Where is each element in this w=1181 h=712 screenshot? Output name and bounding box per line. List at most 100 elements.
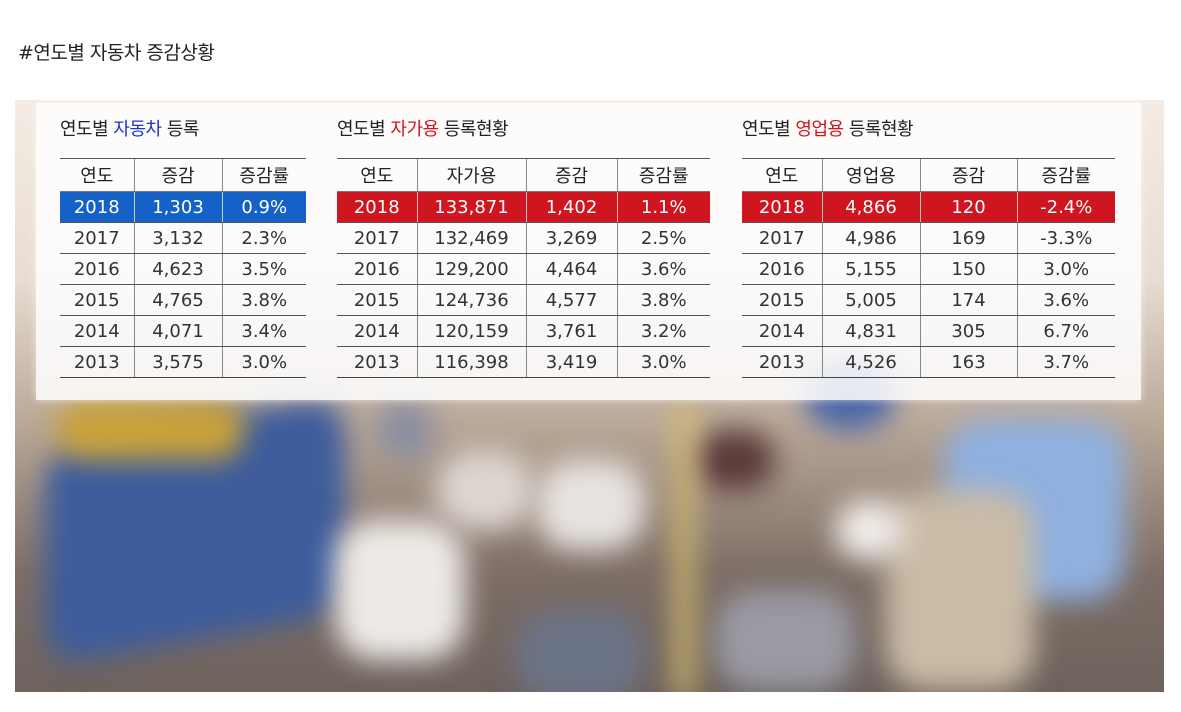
cell: 4,986	[821, 222, 920, 254]
cell: 132,469	[416, 222, 526, 254]
table-row-highlighted: 2018 133,871 1,402 1.1%	[337, 191, 710, 223]
cell: 2017	[742, 222, 822, 254]
col-header-commercial: 영업용	[821, 158, 920, 192]
cell: -3.3%	[1016, 222, 1115, 254]
table-title: 연도별 자동차 등록	[60, 115, 199, 141]
table-row: 2017 132,469 3,269 2.5%	[337, 222, 710, 254]
title-prefix: 연도별	[337, 119, 386, 140]
page-title: #연도별 자동차 증감상황	[18, 42, 215, 64]
col-header-year: 연도	[742, 158, 822, 192]
table-row: 2014 4,831 305 6.7%	[742, 315, 1115, 347]
cell: 2014	[742, 315, 822, 347]
cell: 3.8%	[616, 284, 710, 316]
col-header-private: 자가용	[416, 158, 526, 192]
cell: 2017	[60, 222, 134, 254]
table-row: 2013 116,398 3,419 3.0%	[337, 346, 710, 378]
col-header-year: 연도	[60, 158, 134, 192]
cell: -2.4%	[1016, 191, 1115, 223]
cell: 2014	[337, 315, 417, 347]
table-row: 2017 3,132 2.3%	[60, 222, 306, 254]
cell: 3.4%	[221, 315, 306, 347]
cell: 2018	[742, 191, 822, 223]
cell: 4,577	[525, 284, 617, 316]
table-row-highlighted: 2018 4,866 120 -2.4%	[742, 191, 1115, 223]
col-header-change: 증감	[133, 158, 222, 192]
cell: 3.0%	[616, 346, 710, 378]
table-header-row: 연도 증감 증감률	[60, 158, 306, 192]
cell: 1,402	[525, 191, 617, 223]
table-header-row: 연도 자가용 증감 증감률	[337, 158, 710, 192]
col-header-rate: 증감률	[221, 158, 306, 192]
cell: 305	[919, 315, 1017, 347]
cell: 3,419	[525, 346, 617, 378]
cell: 2013	[742, 346, 822, 378]
table-row: 2014 4,071 3.4%	[60, 315, 306, 347]
col-header-rate: 증감률	[1016, 158, 1115, 192]
cell: 2014	[60, 315, 134, 347]
title-suffix: 등록현황	[443, 119, 509, 140]
cell: 116,398	[416, 346, 526, 378]
cell: 3,269	[525, 222, 617, 254]
cell: 2015	[742, 284, 822, 316]
cell: 2013	[337, 346, 417, 378]
cell: 3.0%	[221, 346, 306, 378]
title-highlight: 자가용	[390, 119, 439, 140]
tables-panel: 연도별 자동차 등록 연도 증감 증감률 2018 1,303 0.9% 2017 3…	[36, 103, 1141, 400]
table-row: 2015 4,765 3.8%	[60, 284, 306, 316]
table-row: 2013 4,526 163 3.7%	[742, 346, 1115, 378]
cell: 3,132	[133, 222, 222, 254]
table-row: 2016 4,623 3.5%	[60, 253, 306, 285]
cell: 3.2%	[616, 315, 710, 347]
table-row: 2015 124,736 4,577 3.8%	[337, 284, 710, 316]
cell: 133,871	[416, 191, 526, 223]
cell: 150	[919, 253, 1017, 285]
cell: 174	[919, 284, 1017, 316]
col-header-change: 증감	[919, 158, 1017, 192]
table-row: 2013 3,575 3.0%	[60, 346, 306, 378]
cell: 2.3%	[221, 222, 306, 254]
cell: 2016	[742, 253, 822, 285]
col-header-year: 연도	[337, 158, 417, 192]
cell: 4,831	[821, 315, 920, 347]
cell: 1.1%	[616, 191, 710, 223]
cell: 2016	[337, 253, 417, 285]
commercial-car-table: 연도 영업용 증감 증감률 2018 4,866 120 -2.4% 2017 4,98…	[742, 158, 1115, 378]
cell: 4,866	[821, 191, 920, 223]
cell: 1,303	[133, 191, 222, 223]
cell: 0.9%	[221, 191, 306, 223]
table-row: 2014 120,159 3,761 3.2%	[337, 315, 710, 347]
cell: 3.8%	[221, 284, 306, 316]
cell: 3.6%	[1016, 284, 1115, 316]
cell: 4,071	[133, 315, 222, 347]
cell: 2018	[337, 191, 417, 223]
cell: 4,623	[133, 253, 222, 285]
cell: 3.0%	[1016, 253, 1115, 285]
car-registration-table: 연도 증감 증감률 2018 1,303 0.9% 2017 3,132 2.3% 20…	[60, 158, 306, 378]
table-title: 연도별 영업용 등록현황	[742, 115, 914, 141]
cell: 2013	[60, 346, 134, 378]
table-row: 2016 129,200 4,464 3.6%	[337, 253, 710, 285]
cell: 3.7%	[1016, 346, 1115, 378]
cell: 5,005	[821, 284, 920, 316]
cell: 2017	[337, 222, 417, 254]
col-header-rate: 증감률	[616, 158, 710, 192]
cell: 6.7%	[1016, 315, 1115, 347]
cell: 4,464	[525, 253, 617, 285]
table-title: 연도별 자가용 등록현황	[337, 115, 509, 141]
private-car-table: 연도 자가용 증감 증감률 2018 133,871 1,402 1.1% 2017 1…	[337, 158, 710, 378]
cell: 3,761	[525, 315, 617, 347]
cell: 120	[919, 191, 1017, 223]
title-suffix: 등록현황	[848, 119, 914, 140]
table-row: 2015 5,005 174 3.6%	[742, 284, 1115, 316]
col-header-change: 증감	[525, 158, 617, 192]
title-highlight: 영업용	[795, 119, 844, 140]
table-row-highlighted: 2018 1,303 0.9%	[60, 191, 306, 223]
cell: 5,155	[821, 253, 920, 285]
cell: 3.5%	[221, 253, 306, 285]
cell: 120,159	[416, 315, 526, 347]
cell: 2015	[60, 284, 134, 316]
table-row: 2017 4,986 169 -3.3%	[742, 222, 1115, 254]
cell: 4,765	[133, 284, 222, 316]
title-highlight: 자동차	[113, 119, 162, 140]
cell: 2015	[337, 284, 417, 316]
